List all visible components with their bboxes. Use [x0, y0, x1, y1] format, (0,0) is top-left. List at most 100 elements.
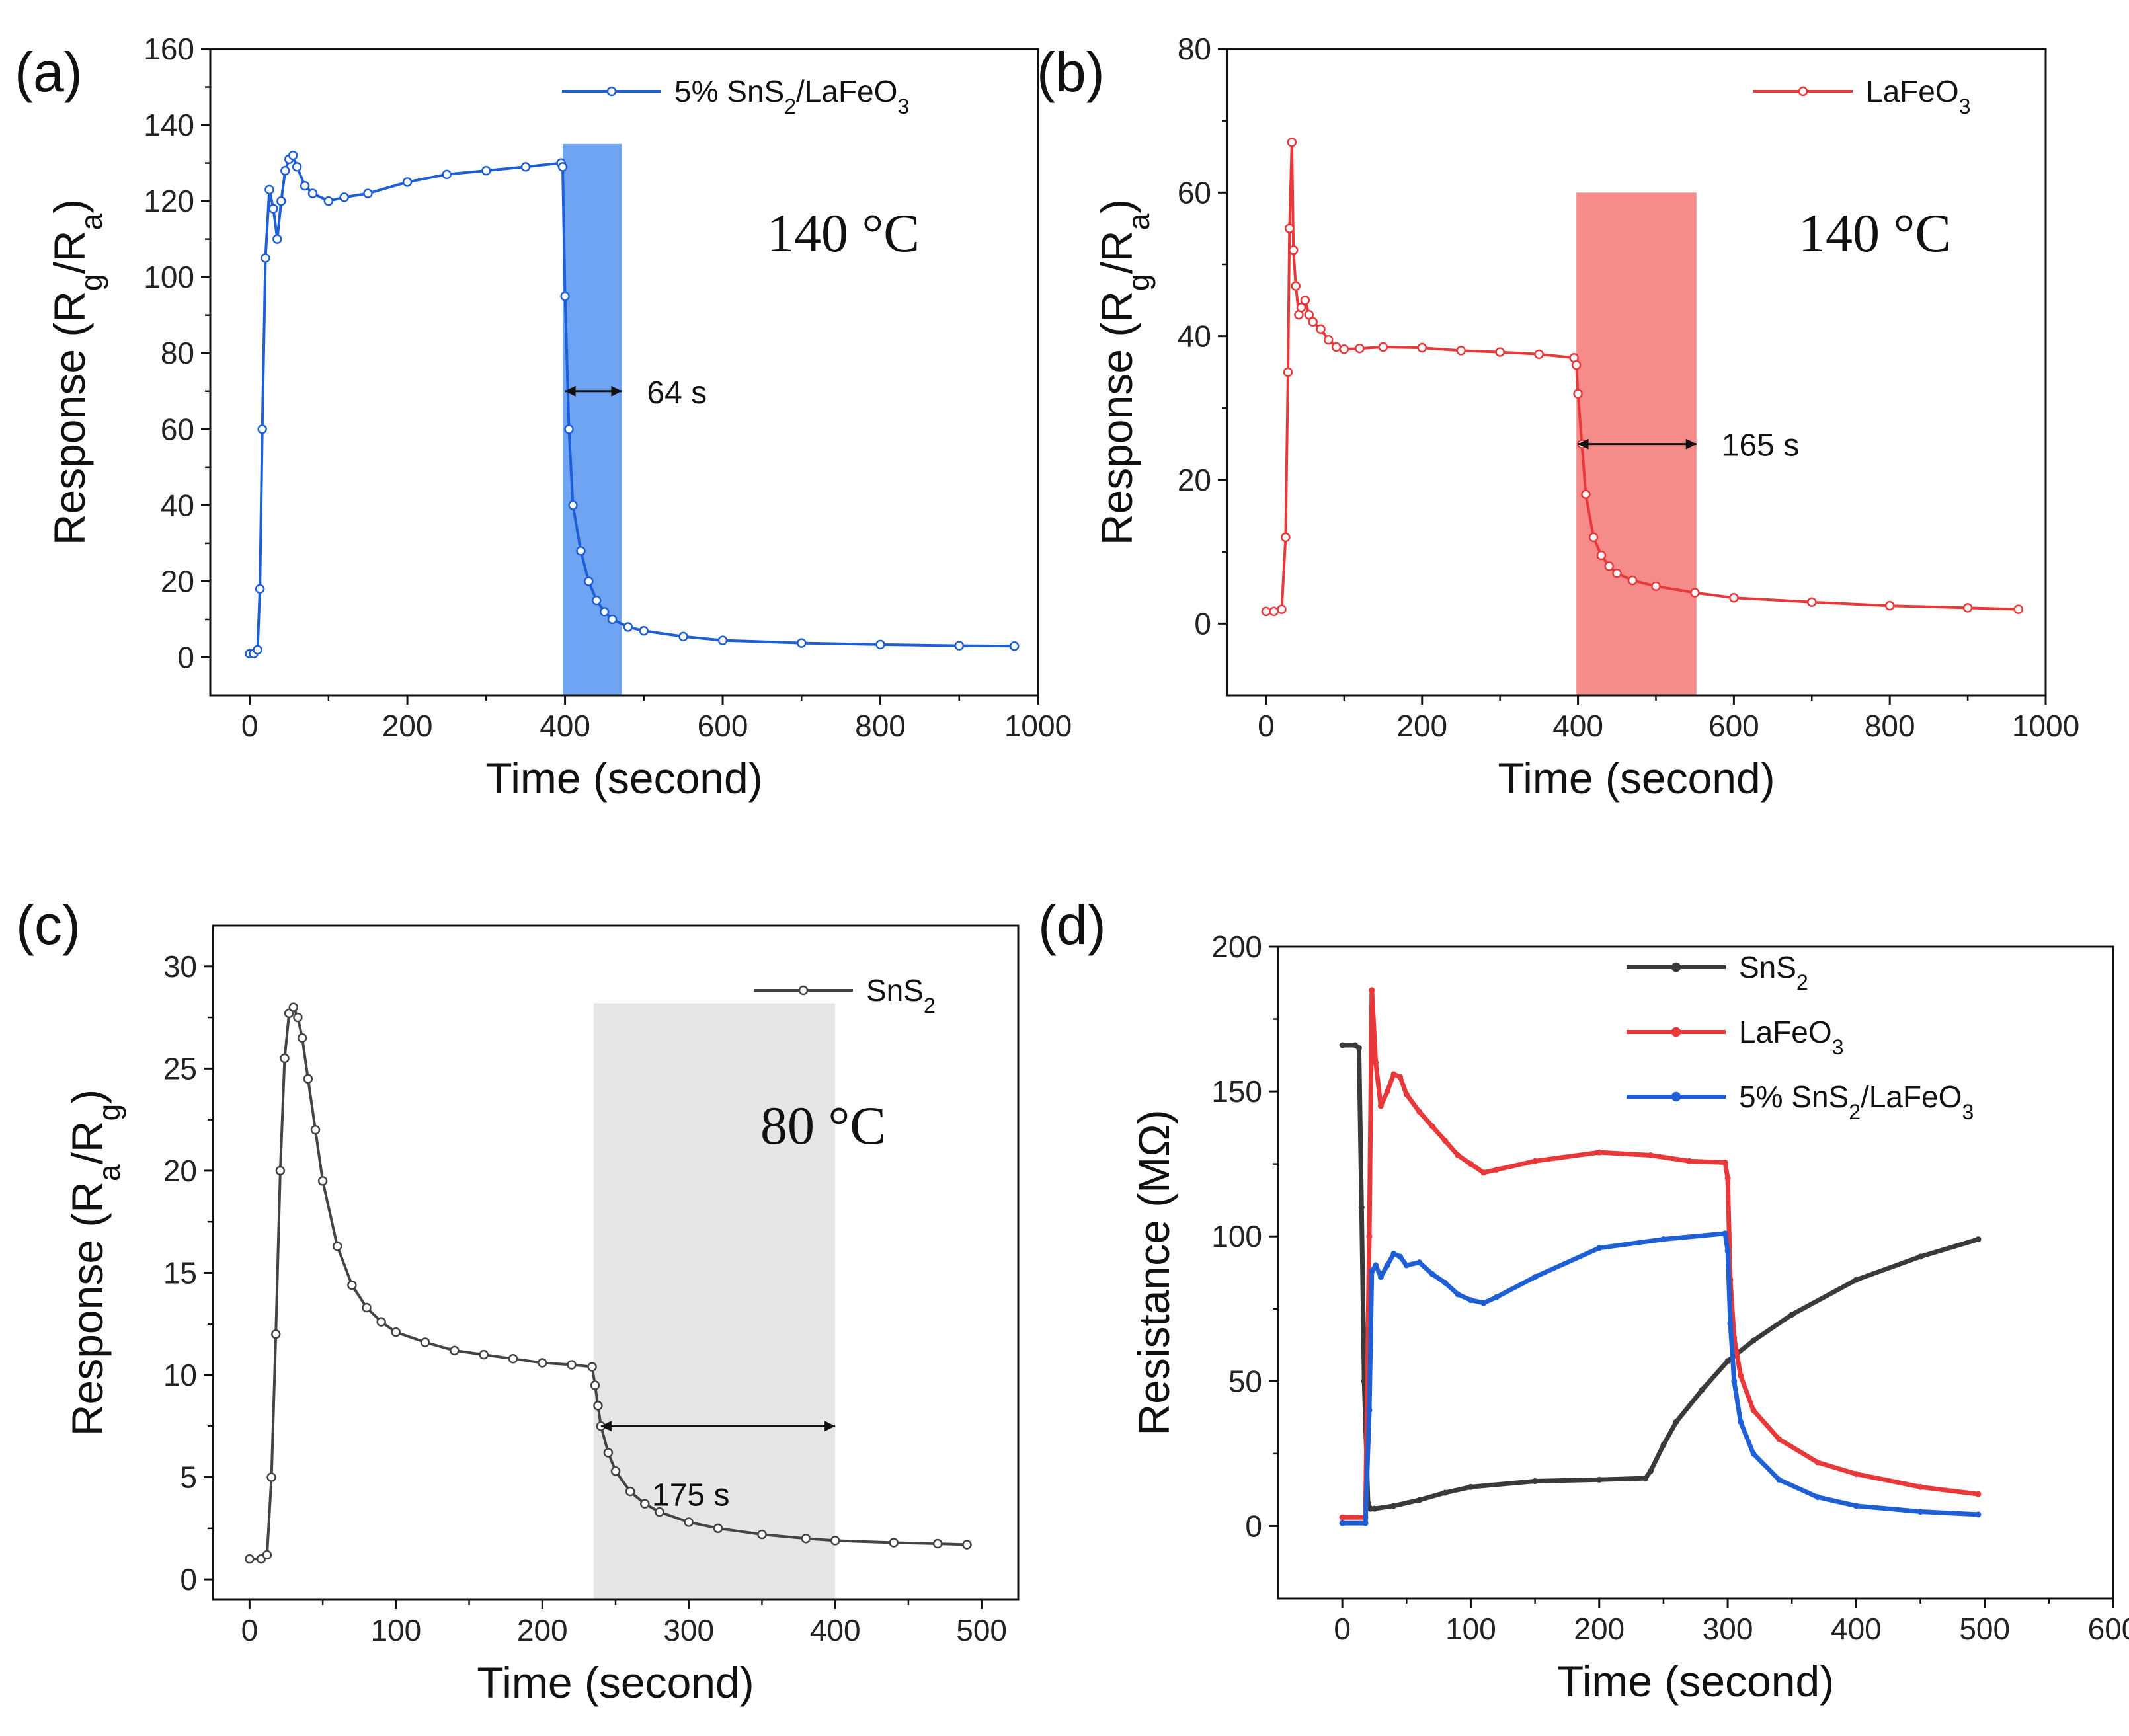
- ylabel-subscript: g: [1121, 274, 1156, 291]
- data-point: [1358, 1204, 1365, 1210]
- data-point: [1807, 597, 1817, 607]
- plot-frame: [209, 48, 1039, 697]
- legend-entry: 5% SnS2/LaFeO3: [674, 74, 909, 118]
- data-point: [607, 614, 618, 625]
- data-point: [1442, 1489, 1449, 1496]
- panel-label: (b): [1037, 41, 1105, 103]
- data-point: [1316, 324, 1326, 335]
- y-axis-label: Response (Rg/Ra): [45, 199, 108, 545]
- panel-label: (c): [16, 894, 81, 956]
- legend-marker: [1798, 86, 1808, 97]
- data-point: [1416, 1109, 1423, 1115]
- annotation-label: 64 s: [647, 375, 707, 411]
- data-point: [276, 196, 286, 206]
- y-tick-label: 0: [1194, 606, 1211, 641]
- y-axis-label: Response (Ra/Rg): [63, 1089, 126, 1436]
- legend-entry-part: SnS: [866, 973, 924, 1007]
- plot-frame: [1226, 48, 2047, 697]
- legend-entry-subscript: 2: [924, 994, 936, 1017]
- y-tick-label: 30: [163, 949, 197, 984]
- data-point: [1596, 1149, 1603, 1156]
- data-point: [1738, 1372, 1744, 1379]
- data-point: [1729, 592, 1739, 603]
- data-point: [1917, 1509, 1924, 1515]
- ylabel-part: ): [63, 1089, 112, 1104]
- data-point: [757, 1529, 767, 1540]
- data-point: [684, 1517, 694, 1527]
- data-point: [1853, 1277, 1859, 1283]
- data-point: [479, 1349, 489, 1360]
- y-tick-label: 15: [163, 1255, 197, 1290]
- data-point: [268, 204, 278, 214]
- y-tick-label: 0: [1245, 1509, 1262, 1543]
- x-axis-label: Time (second): [1498, 754, 1775, 803]
- data-point: [717, 635, 728, 645]
- data-point: [1009, 641, 1020, 651]
- data-point: [1853, 1471, 1859, 1478]
- y-tick-label: 25: [163, 1051, 197, 1085]
- x-tick-label: 0: [241, 709, 259, 743]
- legend-marker: [1671, 1091, 1681, 1102]
- data-point: [587, 1362, 597, 1372]
- legend-entry: 5% SnS2/LaFeO3: [1739, 1080, 1974, 1124]
- data-point: [889, 1538, 899, 1548]
- data-point: [1975, 1491, 1982, 1497]
- data-point: [1442, 1138, 1449, 1144]
- y-tick-label: 50: [1228, 1364, 1262, 1398]
- legend-entry-part: LaFeO: [1739, 1015, 1832, 1049]
- x-tick-label: 600: [1708, 709, 1759, 743]
- data-point: [2013, 604, 2023, 614]
- data-point: [1390, 1071, 1397, 1078]
- data-point: [1429, 1271, 1435, 1277]
- data-point: [323, 196, 334, 206]
- data-point: [1455, 1152, 1461, 1159]
- y-tick-label: 100: [143, 260, 194, 294]
- data-point: [1366, 1233, 1373, 1240]
- x-tick-label: 0: [241, 1613, 259, 1647]
- data-point: [270, 1329, 281, 1339]
- data-point: [1480, 1169, 1487, 1176]
- data-point: [1362, 1520, 1369, 1526]
- data-point: [1814, 1494, 1821, 1501]
- data-point: [1261, 606, 1271, 617]
- data-point: [1571, 360, 1582, 370]
- data-point: [420, 1337, 430, 1347]
- data-point: [1660, 1236, 1667, 1243]
- data-point: [292, 162, 302, 172]
- data-point: [1283, 367, 1293, 377]
- y-tick-label: 20: [161, 564, 194, 598]
- data-point: [564, 424, 574, 434]
- data-point: [1355, 343, 1365, 354]
- annotation-arrow-head: [824, 1421, 836, 1432]
- data-point: [1917, 1483, 1924, 1490]
- ylabel-part: /R: [45, 230, 94, 274]
- data-point: [1455, 1291, 1461, 1298]
- data-point: [1288, 245, 1299, 255]
- data-point: [1331, 342, 1342, 352]
- data-point: [560, 291, 570, 301]
- data-point: [1493, 1166, 1500, 1173]
- data-point: [1727, 1320, 1734, 1327]
- data-point: [1384, 1262, 1390, 1269]
- temperature-label: 80 °C: [760, 1095, 886, 1156]
- data-point: [1581, 489, 1591, 499]
- ylabel-subscript: a: [1121, 213, 1156, 230]
- data-point: [1788, 1312, 1795, 1318]
- data-point: [1642, 1475, 1649, 1481]
- data-point: [1397, 1253, 1404, 1260]
- x-tick-label: 100: [1445, 1612, 1496, 1646]
- x-tick-label: 500: [1959, 1612, 2010, 1646]
- data-point: [293, 1012, 303, 1023]
- data-point: [257, 424, 267, 434]
- legend-entry-subscript: 3: [1832, 1035, 1844, 1059]
- data-point: [639, 625, 649, 636]
- data-point: [567, 1360, 577, 1370]
- data-point: [1429, 1123, 1435, 1130]
- data-point: [1369, 1268, 1375, 1275]
- annotation-arrow-head: [611, 385, 622, 397]
- data-point: [1651, 581, 1661, 592]
- legend-entry-part: LaFeO: [1866, 74, 1959, 108]
- data-point: [1467, 1161, 1474, 1167]
- data-point: [1339, 1042, 1346, 1048]
- y-axis-label: Resistance (MΩ): [1129, 1109, 1178, 1435]
